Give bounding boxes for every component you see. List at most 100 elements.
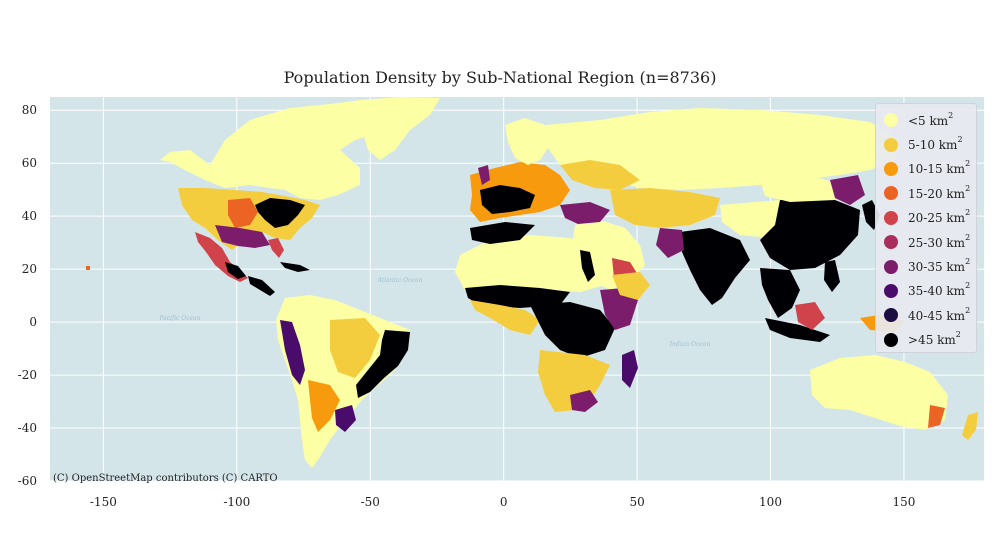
legend-label-text: 40-45 km [908,308,966,323]
legend-item: 35-40 km2 [884,279,976,303]
legend-label-exponent: 2 [965,183,971,193]
legend-swatch [884,308,898,323]
legend-label: >45 km2 [908,330,961,347]
region-florida [268,238,284,258]
region-maghreb [470,222,535,244]
legend-label: 35-40 km2 [908,281,971,299]
legend-label-text: <5 km [908,113,949,128]
region-south-cone [308,380,340,432]
region-mongolia [760,178,850,202]
region-mexico-central [225,262,246,279]
legend-label: 30-35 km2 [908,257,971,275]
legend: <5 km2 5-10 km2 10-15 km2 15-20 km2 20-25 km… [875,103,977,353]
region-indonesia-w [765,318,830,342]
legend-label: 25-30 km2 [908,232,971,250]
legend-label-exponent: 2 [957,135,963,145]
legend-label-exponent: 2 [965,208,971,218]
region-horn-africa [612,272,650,300]
legend-label-exponent: 2 [965,232,971,242]
region-east-africa [600,288,638,330]
legend-label-text: 10-15 km [908,162,966,177]
region-india [680,228,750,305]
region-philippines [824,260,840,292]
region-russia [545,108,900,190]
legend-label: 10-15 km2 [908,159,971,177]
legend-label-text: 15-20 km [908,186,966,201]
region-sahel [465,285,570,308]
region-north-africa [455,235,610,296]
region-greenland [355,97,440,160]
legend-swatch [884,137,898,152]
legend-label-exponent: 2 [965,257,971,267]
y-tick-label: 80 [22,103,37,117]
region-australia [810,355,948,430]
region-hawaii [86,266,90,270]
ocean-label-pacific: Pacific Ocean [158,315,200,322]
y-tick-label: 0 [29,315,37,329]
y-tick-label: 20 [22,262,37,276]
region-usa-south [215,225,270,248]
y-tick-label: -20 [18,368,37,382]
legend-swatch [884,113,898,128]
legend-label-text: 30-35 km [908,260,966,275]
legend-label-text: 35-40 km [908,284,966,299]
x-tick-label: 100 [759,495,782,509]
legend-label-exponent: 2 [948,110,954,120]
legend-item: 20-25 km2 [884,206,976,230]
region-russia-west [560,160,640,190]
region-europe-dense [480,185,535,214]
region-uk [478,165,490,185]
legend-item: 40-45 km2 [884,303,976,327]
region-west-africa-coast [470,300,540,335]
region-brazil-east [356,330,410,398]
region-usa-east-dense [255,198,305,228]
x-tick-label: 150 [892,495,915,509]
region-usa-midwest [228,198,258,228]
y-tick-label: 40 [22,209,37,223]
legend-label-text: 20-25 km [908,211,966,226]
legend-item: 5-10 km2 [884,132,976,156]
legend-label: <5 km2 [908,110,954,128]
legend-label-exponent: 2 [965,305,971,315]
ocean-label-indian: Indian Ocean [669,341,711,348]
region-central-africa [530,302,615,358]
region-nile [580,250,595,282]
legend-swatch [884,259,898,274]
region-uruguay [335,405,356,432]
legend-label: 5-10 km2 [908,135,963,152]
legend-label-exponent: 2 [965,281,971,291]
region-caribbean [280,262,310,272]
x-tick-label: 0 [500,495,508,509]
y-tick-label: -40 [18,421,37,435]
legend-swatch [884,235,898,250]
x-tick-label: -100 [223,495,250,509]
region-pakistan [656,228,684,258]
legend-item: 25-30 km2 [884,230,976,254]
region-central-america [248,276,275,296]
x-tick-label: -50 [361,495,380,509]
region-se-asia [760,268,800,318]
legend-label: 15-20 km2 [908,183,971,201]
legend-item: 15-20 km2 [884,181,976,205]
legend-item: >45 km2 [884,328,976,352]
land-regions [86,97,978,468]
legend-swatch [884,161,898,176]
region-madagascar [622,350,638,388]
legend-label: 20-25 km2 [908,208,971,226]
legend-item: 10-15 km2 [884,157,976,181]
region-andes [280,320,305,385]
x-tick-label: -150 [90,495,117,509]
region-china [760,198,860,270]
legend-label-exponent: 2 [965,159,971,169]
y-tick-label: 60 [22,156,37,170]
y-tick-label: -60 [18,474,37,488]
legend-swatch [884,186,898,201]
legend-swatch [884,332,898,347]
region-south-africa-e [570,390,598,412]
x-axis: -150 -100 -50 0 50 100 150 [90,495,916,509]
region-china-ne [830,175,865,205]
region-central-asia [610,188,720,228]
chart-title: Population Density by Sub-National Regio… [283,68,717,87]
legend-swatch [884,210,898,225]
